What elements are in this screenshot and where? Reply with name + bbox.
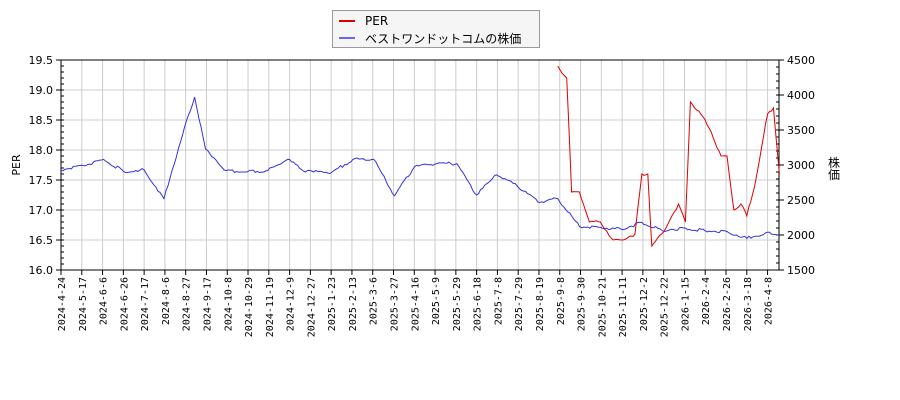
svg-text:2026-4-8: 2026-4-8 bbox=[764, 277, 775, 325]
svg-text:17.5: 17.5 bbox=[29, 174, 54, 187]
svg-text:2025-9-8: 2025-9-8 bbox=[556, 277, 567, 325]
svg-text:2024-6-6: 2024-6-6 bbox=[99, 277, 110, 325]
svg-text:2025-12-2: 2025-12-2 bbox=[639, 277, 650, 331]
svg-text:2024-8-27: 2024-8-27 bbox=[182, 277, 193, 331]
svg-text:2026-2-26: 2026-2-26 bbox=[722, 277, 733, 331]
svg-text:2024-10-29: 2024-10-29 bbox=[244, 277, 255, 337]
svg-text:19.0: 19.0 bbox=[29, 84, 54, 97]
svg-text:2024-8-6: 2024-8-6 bbox=[161, 277, 172, 325]
per-line-swatch-icon bbox=[339, 20, 355, 22]
svg-text:4000: 4000 bbox=[787, 89, 815, 102]
legend-label-stock-price: ベストワンドットコムの株価 bbox=[365, 31, 522, 46]
svg-text:2024-9-17: 2024-9-17 bbox=[202, 277, 213, 331]
svg-text:2025-1-23: 2025-1-23 bbox=[327, 277, 338, 331]
svg-text:2024-7-17: 2024-7-17 bbox=[140, 277, 151, 331]
svg-text:16.5: 16.5 bbox=[29, 234, 54, 247]
svg-text:2026-1-15: 2026-1-15 bbox=[680, 277, 691, 331]
svg-text:2025-11-11: 2025-11-11 bbox=[618, 277, 629, 337]
stock-price-line bbox=[60, 96, 780, 240]
svg-text:2025-7-29: 2025-7-29 bbox=[514, 277, 525, 331]
svg-text:2024-4-24: 2024-4-24 bbox=[57, 277, 68, 331]
svg-text:2025-6-18: 2025-6-18 bbox=[473, 277, 484, 331]
svg-text:2024-12-9: 2024-12-9 bbox=[286, 277, 297, 331]
svg-text:2024-12-27: 2024-12-27 bbox=[306, 277, 317, 337]
svg-text:18.0: 18.0 bbox=[29, 144, 54, 157]
svg-text:2024-5-17: 2024-5-17 bbox=[78, 277, 89, 331]
legend-item-stock-price: ベストワンドットコムの株価 bbox=[339, 30, 521, 46]
svg-text:17.0: 17.0 bbox=[29, 204, 54, 217]
svg-text:2025-8-19: 2025-8-19 bbox=[535, 277, 546, 331]
svg-text:2025-9-30: 2025-9-30 bbox=[577, 277, 588, 331]
svg-text:3000: 3000 bbox=[787, 159, 815, 172]
svg-text:16.0: 16.0 bbox=[29, 264, 54, 277]
svg-text:2026-3-18: 2026-3-18 bbox=[743, 277, 754, 331]
per-line bbox=[557, 65, 780, 248]
svg-text:2025-4-16: 2025-4-16 bbox=[410, 277, 421, 331]
stock-price-line-swatch-icon bbox=[339, 37, 355, 39]
svg-text:2025-7-8: 2025-7-8 bbox=[493, 277, 504, 325]
svg-text:2025-10-21: 2025-10-21 bbox=[597, 277, 608, 337]
chart-legend: PER ベストワンドットコムの株価 bbox=[332, 10, 540, 48]
legend-label-per: PER bbox=[365, 14, 389, 28]
svg-text:2025-12-22: 2025-12-22 bbox=[660, 277, 671, 337]
svg-text:4500: 4500 bbox=[787, 54, 815, 67]
svg-text:2025-2-13: 2025-2-13 bbox=[348, 277, 359, 331]
svg-text:2025-3-6: 2025-3-6 bbox=[369, 277, 380, 325]
svg-text:1500: 1500 bbox=[787, 264, 815, 277]
svg-text:2024-11-19: 2024-11-19 bbox=[265, 277, 276, 337]
legend-item-per: PER bbox=[339, 13, 388, 29]
x-axis: 2024-4-24 2024-5-17 2024-6-6 2024-6-26 2024-… bbox=[57, 270, 775, 337]
svg-text:19.5: 19.5 bbox=[29, 54, 54, 67]
svg-text:18.5: 18.5 bbox=[29, 114, 54, 127]
svg-text:2024-6-26: 2024-6-26 bbox=[119, 277, 130, 331]
svg-text:3500: 3500 bbox=[787, 124, 815, 137]
svg-text:2026-2-4: 2026-2-4 bbox=[701, 277, 712, 325]
svg-text:2025-3-27: 2025-3-27 bbox=[390, 277, 401, 331]
right-y-axis: 1500 2000 2500 3000 3500 4000 4500 bbox=[776, 54, 815, 277]
left-y-axis: 16.0 16.5 17.0 17.5 18.0 18.5 19.0 19.5 bbox=[29, 54, 64, 277]
svg-text:2500: 2500 bbox=[787, 194, 815, 207]
right-axis-label: 株価 bbox=[828, 156, 841, 182]
svg-text:2025-5-29: 2025-5-29 bbox=[452, 277, 463, 331]
svg-text:2024-10-8: 2024-10-8 bbox=[223, 277, 234, 331]
svg-text:2000: 2000 bbox=[787, 229, 815, 242]
svg-text:2025-5-9: 2025-5-9 bbox=[431, 277, 442, 325]
